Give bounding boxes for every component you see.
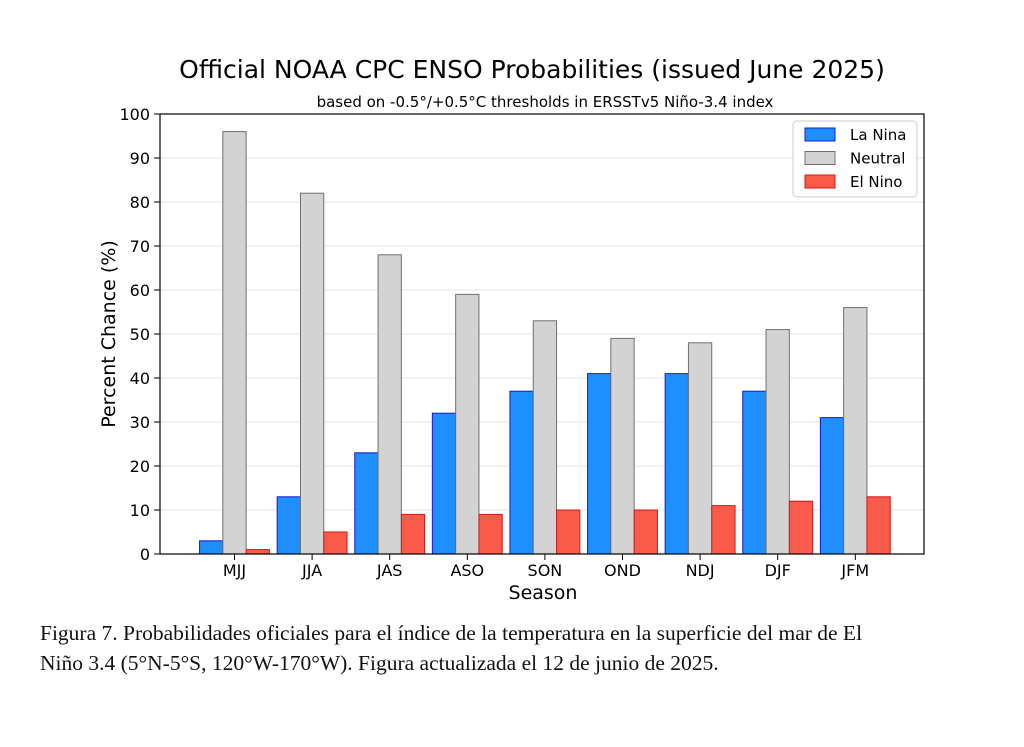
- y-tick-label: 20: [130, 457, 150, 476]
- y-tick-label: 100: [119, 105, 150, 124]
- x-tick-label: JFM: [840, 561, 869, 580]
- bar-la-nina-mjj: [199, 540, 224, 555]
- y-tick-label: 50: [130, 325, 150, 344]
- legend-swatch: [804, 174, 836, 189]
- bar-neutral-mjj: [222, 131, 247, 555]
- legend-label: El Nino: [850, 173, 903, 191]
- y-tick-label: 40: [130, 369, 150, 388]
- bar-la-nina-son: [509, 390, 534, 555]
- caption-line-2: Niño 3.4 (5°N-5°S, 120°W-170°W). Figura …: [40, 651, 719, 675]
- caption-line-1: Figura 7. Probabilidades oficiales para …: [40, 621, 863, 645]
- y-axis-label: Percent Chance (%): [98, 240, 120, 428]
- bar-el-nino-aso: [478, 513, 503, 555]
- legend-label: Neutral: [850, 150, 905, 168]
- x-tick-label: SON: [528, 561, 563, 580]
- legend-swatch: [804, 151, 836, 165]
- y-tick-label: 10: [130, 501, 150, 520]
- y-tick-label: 60: [130, 281, 150, 300]
- x-tick-label: DJF: [765, 561, 791, 580]
- bar-neutral-jas: [377, 254, 402, 555]
- bar-neutral-jja: [299, 192, 325, 555]
- x-tick-label: MJJ: [223, 561, 246, 580]
- chart-title: Official NOAA CPC ENSO Probabilities (is…: [179, 55, 885, 84]
- bar-el-nino-son: [556, 509, 581, 555]
- bar-la-nina-ndj: [664, 373, 689, 555]
- figure-caption: Figura 7. Probabilidades oficiales para …: [40, 618, 1015, 678]
- y-tick-label: 90: [130, 149, 150, 168]
- bar-el-nino-jja: [323, 531, 348, 555]
- bar-neutral-djf: [765, 329, 790, 555]
- bar-el-nino-mjj: [245, 549, 270, 555]
- x-tick-label: JAS: [376, 561, 403, 580]
- chart-subtitle: based on -0.5°/+0.5°C thresholds in ERSS…: [317, 93, 774, 111]
- legend-swatch: [804, 127, 836, 142]
- y-tick-label: 80: [130, 193, 150, 212]
- x-tick-label: NDJ: [686, 561, 715, 580]
- bar-el-nino-djf: [788, 500, 814, 555]
- bar-neutral-ond: [610, 337, 635, 555]
- bar-la-nina-djf: [742, 390, 767, 555]
- bar-la-nina-jfm: [819, 417, 845, 555]
- bar-la-nina-aso: [431, 412, 457, 555]
- x-tick-label: JJA: [301, 561, 322, 580]
- bar-el-nino-jas: [400, 513, 426, 555]
- legend: La Nina Neutral El Nino: [792, 120, 918, 198]
- bar-la-nina-jja: [276, 496, 301, 555]
- bar-la-nina-jas: [354, 452, 379, 555]
- bar-neutral-jfm: [843, 307, 868, 555]
- bar-neutral-son: [532, 320, 558, 555]
- bar-la-nina-ond: [587, 373, 612, 555]
- y-tick-label: 0: [140, 545, 150, 564]
- x-tick-label: OND: [604, 561, 641, 580]
- y-tick-label: 30: [130, 413, 150, 432]
- y-tick-label: 70: [130, 237, 150, 256]
- x-tick-label: ASO: [450, 561, 484, 580]
- x-axis-label: Season: [509, 582, 578, 604]
- bar-el-nino-ndj: [711, 505, 736, 555]
- bar-neutral-ndj: [687, 342, 713, 555]
- bar-el-nino-ond: [633, 509, 658, 555]
- legend-label: La Nina: [850, 126, 906, 144]
- bar-el-nino-jfm: [866, 496, 891, 555]
- bar-neutral-aso: [455, 293, 480, 555]
